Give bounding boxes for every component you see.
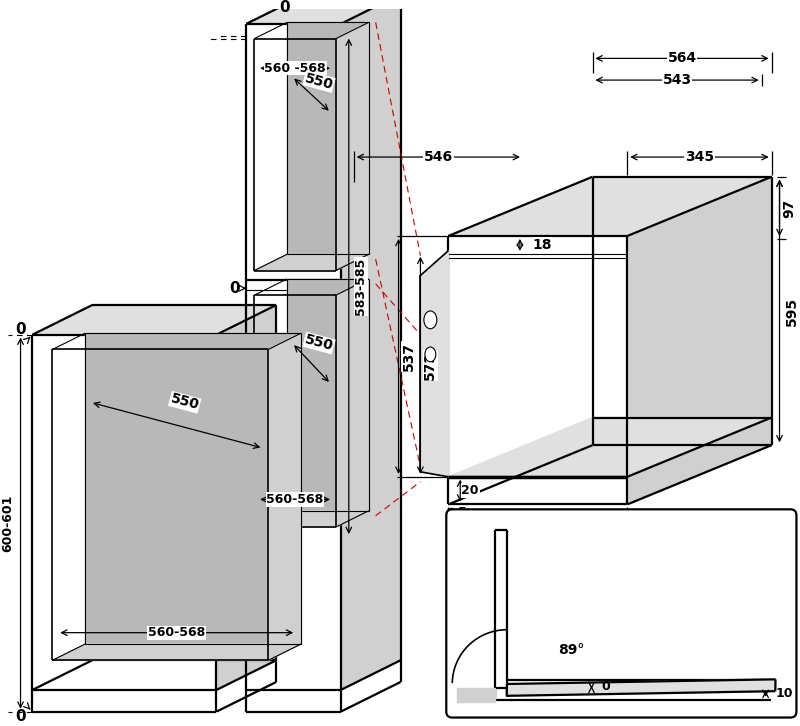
FancyBboxPatch shape [446,510,797,717]
Polygon shape [421,250,448,477]
Polygon shape [246,24,341,690]
Polygon shape [341,0,401,690]
Text: 583-585: 583-585 [354,258,367,315]
Text: 543: 543 [662,73,692,87]
Text: 20: 20 [462,484,479,497]
Polygon shape [336,279,369,527]
Text: 5: 5 [458,506,467,519]
Polygon shape [287,23,369,254]
Text: 560-568: 560-568 [266,493,324,506]
Polygon shape [268,333,301,661]
Polygon shape [33,335,217,690]
Polygon shape [448,177,771,236]
Polygon shape [458,688,495,702]
Polygon shape [52,644,301,661]
Text: 0: 0 [279,0,290,15]
Text: 10: 10 [775,688,793,701]
Text: 458: 458 [626,538,656,552]
Text: 560 -568: 560 -568 [264,62,326,75]
Text: 550: 550 [303,333,335,354]
Polygon shape [254,254,369,271]
Text: 550: 550 [169,392,201,413]
Polygon shape [627,177,771,477]
Polygon shape [448,236,627,477]
Polygon shape [217,305,276,690]
Polygon shape [287,279,369,511]
Text: 546: 546 [424,150,453,164]
Text: 89°: 89° [558,643,585,658]
Text: 572: 572 [423,351,438,380]
Text: 600-601: 600-601 [1,494,14,552]
Polygon shape [33,305,276,335]
Text: 0: 0 [15,709,26,724]
Text: 595: 595 [523,516,552,530]
Text: 0: 0 [15,322,26,338]
Text: 550: 550 [303,71,335,92]
Text: 18: 18 [532,238,551,252]
Text: 595: 595 [785,296,798,325]
Circle shape [447,508,455,516]
Text: 97: 97 [782,198,797,218]
Text: 560-568: 560-568 [148,626,206,639]
Polygon shape [85,333,301,644]
Text: 564: 564 [667,52,697,65]
Polygon shape [254,511,369,527]
Polygon shape [627,417,771,505]
Text: 345: 345 [685,150,714,164]
Text: 0: 0 [229,281,240,295]
Polygon shape [246,0,401,24]
Ellipse shape [425,347,436,362]
Ellipse shape [424,311,437,329]
Polygon shape [336,23,369,271]
Polygon shape [448,417,771,477]
Text: 537: 537 [402,342,415,371]
Polygon shape [506,680,775,696]
Text: 0: 0 [602,680,610,693]
Polygon shape [448,477,627,505]
